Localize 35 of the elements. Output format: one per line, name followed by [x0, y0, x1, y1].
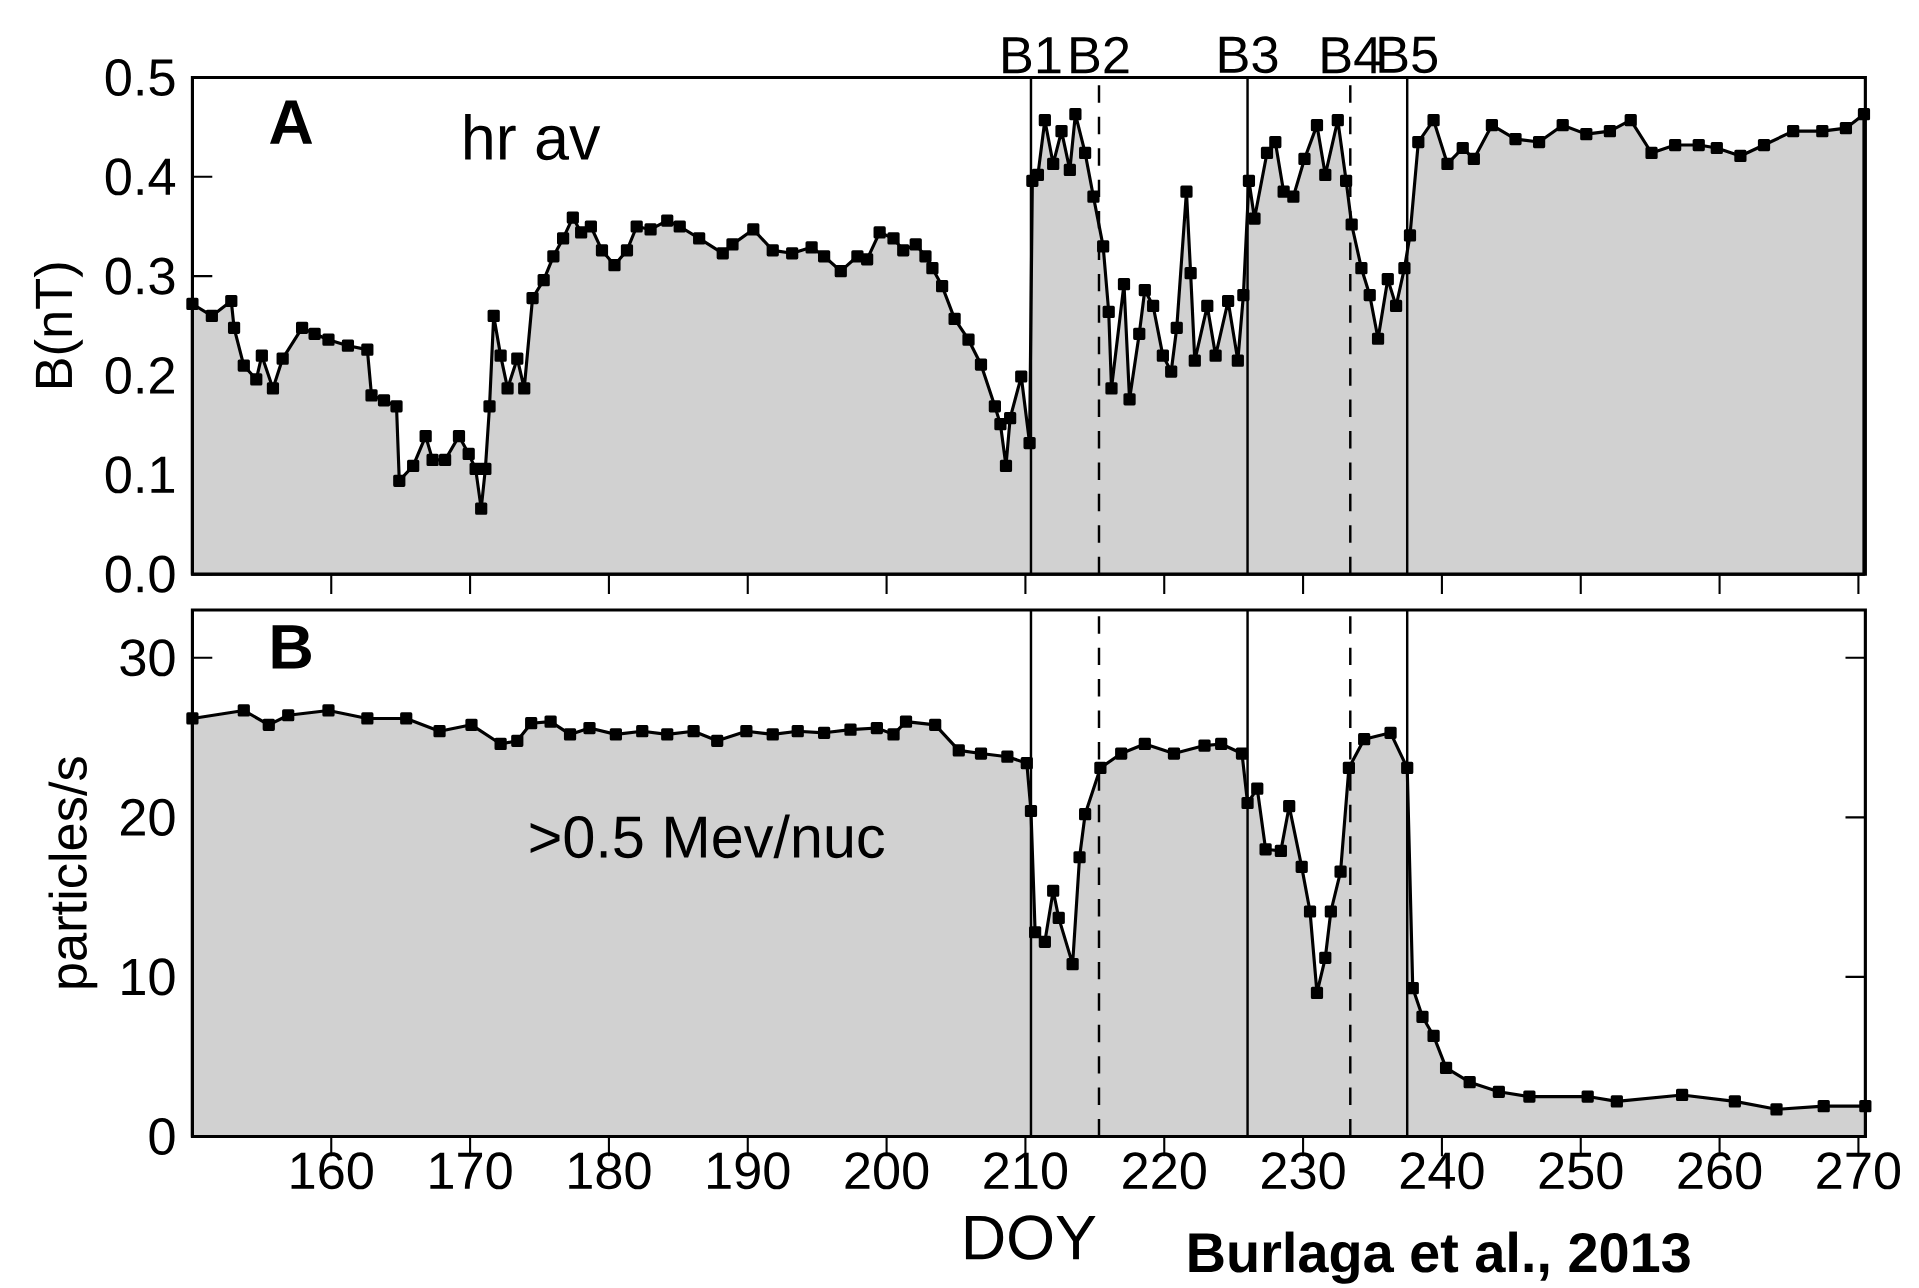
- y-tick-label: 10: [122, 958, 175, 996]
- annotation: B: [272, 624, 311, 669]
- x-tick-label: 160: [291, 1152, 373, 1190]
- x-tick-label: 240: [1400, 1152, 1484, 1190]
- x-tick-label: 250: [1539, 1152, 1623, 1190]
- y-tick-label: 0: [149, 1117, 175, 1155]
- ref-line-label: B4: [1322, 37, 1381, 74]
- annotation: hr av: [465, 113, 601, 160]
- y-tick-label: 0.2: [105, 356, 174, 394]
- y-tick-label: 0.3: [105, 257, 175, 295]
- x-tick-label: 220: [1123, 1152, 1206, 1190]
- x-tick-label: 170: [430, 1152, 512, 1190]
- x-axis-title: DOY: [965, 1215, 1096, 1260]
- ref-line-label: B2: [1071, 36, 1129, 74]
- x-tick-label: 230: [1262, 1152, 1345, 1190]
- y-tick-label: 0.0: [105, 555, 175, 593]
- x-tick-label: 180: [569, 1152, 651, 1190]
- y-axis-title: particles/s: [48, 757, 98, 988]
- y-tick-label: 20: [120, 798, 175, 836]
- y-tick-label: 30: [120, 639, 175, 677]
- y-tick-label: 0.4: [105, 158, 176, 196]
- x-tick-label: 260: [1678, 1152, 1762, 1190]
- y-axis-title: B(nT): [33, 263, 83, 387]
- ref-line-label: B3: [1219, 35, 1278, 74]
- annotation: >0.5 Mev/nuc: [530, 814, 885, 858]
- y-tick-label: 0.1: [105, 456, 175, 494]
- x-tick-label: 200: [845, 1152, 929, 1190]
- x-tick-label: 190: [708, 1152, 790, 1190]
- ref-line-label: B5: [1379, 36, 1438, 74]
- y-tick-label: 0.5: [105, 58, 175, 96]
- ref-line-label: B1: [1003, 37, 1061, 74]
- annotation: A: [269, 100, 313, 144]
- x-tick-label: 270: [1817, 1152, 1901, 1190]
- text: Burlaga et al., 2013: [1189, 1231, 1690, 1284]
- x-tick-label: 210: [984, 1152, 1068, 1190]
